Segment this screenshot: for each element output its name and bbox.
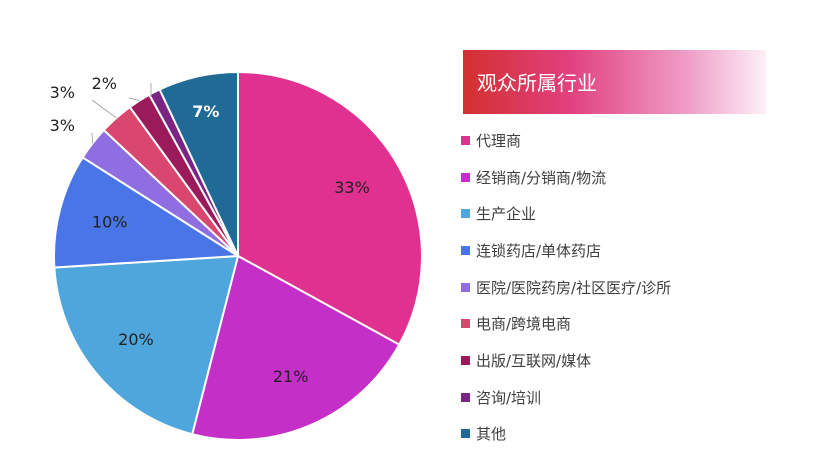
legend-item: 生产企业: [461, 195, 671, 232]
slice-label: 2%: [92, 74, 117, 93]
legend-label: 经销商/分销商/物流: [476, 168, 607, 187]
legend-swatch: [461, 355, 470, 365]
legend-label: 出版/互联网/媒体: [476, 351, 592, 370]
slice-label: 3%: [50, 116, 75, 135]
pie-slice: [53, 254, 240, 436]
slice-label: 10%: [92, 213, 128, 232]
pie-slice: [53, 156, 242, 269]
slice-label: 3%: [50, 83, 75, 102]
slice-label: 33%: [334, 178, 370, 197]
legend-swatch: [461, 172, 470, 182]
legend-label: 连锁药店/单体药店: [476, 241, 602, 260]
legend-swatch: [461, 282, 470, 292]
legend-swatch: [461, 319, 470, 329]
legend-swatch: [461, 245, 470, 255]
legend-swatch: [461, 392, 470, 402]
pie-slice: [158, 70, 239, 257]
legend-label: 电商/跨境电商: [476, 315, 572, 334]
slice-label: 20%: [118, 330, 154, 349]
legend-title: 观众所属行业: [477, 71, 597, 95]
legend-swatch: [461, 135, 470, 145]
legend-item: 医院/医院药房/社区医疗/诊所: [461, 269, 671, 306]
legend-item: 电商/跨境电商: [461, 305, 671, 342]
legend-item: 代理商: [461, 122, 671, 159]
legend-swatch: [461, 209, 470, 219]
leader-line: [128, 97, 140, 102]
slice-label: 7%: [192, 102, 219, 121]
pie-chart: 33% 21% 20% 10% 3% 3% 2% 7%: [50, 70, 423, 441]
legend-item: 咨询/培训: [461, 379, 671, 416]
legend-swatch: [461, 429, 470, 439]
leader-line: [91, 132, 94, 144]
legend-item: 其他: [461, 416, 671, 453]
legend-label: 其他: [476, 425, 507, 444]
legend-label: 生产企业: [476, 205, 537, 224]
legend-item: 出版/互联网/媒体: [461, 342, 671, 379]
legend-label: 医院/医院药房/社区医疗/诊所: [476, 278, 672, 297]
legend-item: 连锁药店/单体药店: [461, 232, 671, 269]
legend-label: 代理商: [476, 131, 522, 150]
legend-label: 咨询/培训: [476, 388, 542, 407]
slice-label: 21%: [273, 367, 309, 386]
legend-title-banner: 观众所属行业: [463, 50, 766, 114]
pie-slice: [191, 254, 401, 441]
pie-slice: [237, 70, 423, 347]
legend: 代理商 经销商/分销商/物流 生产企业 连锁药店/单体药店 医院/医院药房/社区…: [461, 122, 671, 452]
leader-line: [91, 99, 117, 119]
legend-item: 经销商/分销商/物流: [461, 159, 671, 196]
